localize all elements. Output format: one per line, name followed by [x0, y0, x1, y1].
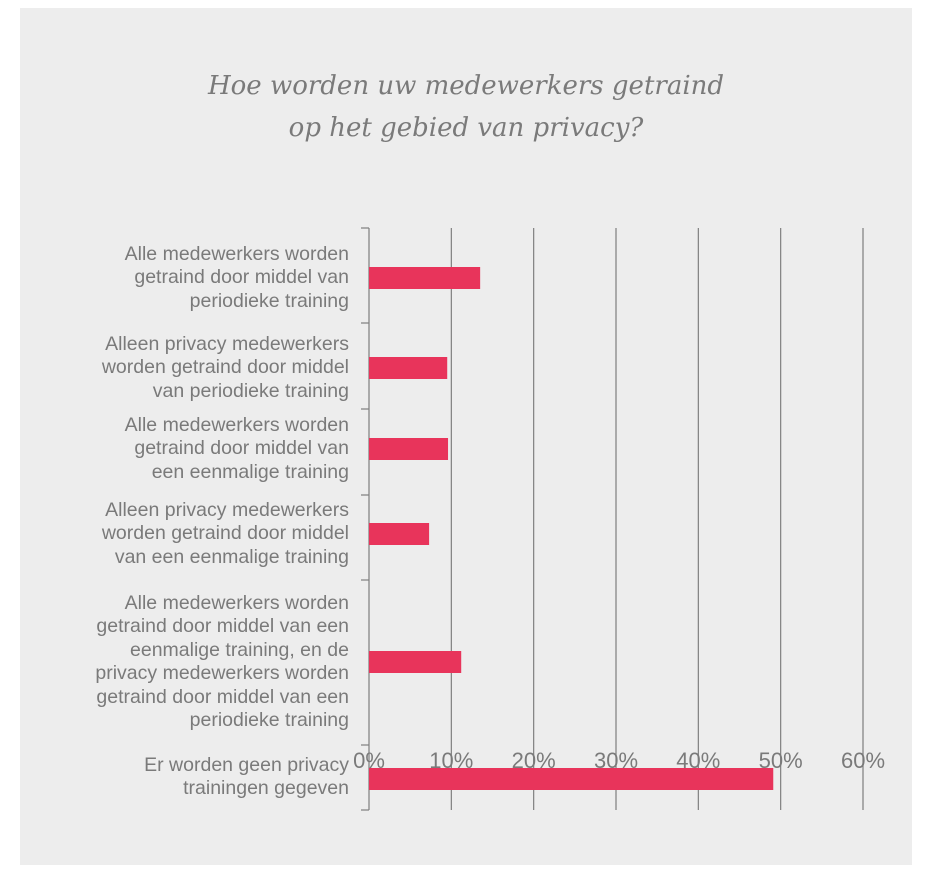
category-label: Alle medewerkers worden getraind door mid… [0, 243, 349, 314]
category-label-line: Alleen privacy medewerkers [105, 332, 349, 355]
bar [369, 267, 481, 289]
x-tick-label: 20% [511, 748, 556, 773]
x-tick-label: 40% [676, 748, 721, 773]
category-label-line: privacy medewerkers worden [95, 662, 349, 684]
category-label-line: Alle medewerkers worden [124, 242, 349, 265]
category-label: Er worden geen privacy trainingen gegeven [0, 754, 349, 801]
category-label-line: Alleen privacy medewerkers [105, 498, 349, 521]
category-label-line: van periodieke training [152, 379, 349, 402]
chart-title-line-1: Hoe worden uw medewerkers getraind [207, 71, 725, 101]
category-label: Alle medewerkers worden getraind door mid… [0, 414, 349, 485]
category-label-line: getraind door middel van [134, 266, 349, 289]
bar [369, 438, 449, 460]
category-label-line: een eenmalige training [151, 460, 349, 483]
category-label-line: Alle medewerkers worden [124, 591, 349, 614]
bar [369, 768, 774, 790]
category-label-line: worden getraind door middel [101, 522, 349, 545]
category-label-line: getraind door middel van [134, 437, 349, 460]
bar [369, 357, 448, 379]
bar [369, 651, 462, 673]
chart-title-line-2: op het gebied van privacy? [288, 113, 644, 143]
category-label-line: van een eenmalige training [114, 545, 349, 568]
category-label-line: eenmalige training, en de [130, 638, 349, 661]
chart-title: Hoe worden uw medewerkers getraind op he… [0, 65, 932, 149]
category-label-line: getraind door middel van een [96, 615, 349, 637]
category-label-line: periodieke training [189, 709, 349, 731]
x-tick-label: 0% [353, 748, 385, 773]
category-label-line: worden getraind door middel [101, 356, 349, 379]
category-label-line: Er worden geen privacy [144, 753, 349, 776]
x-tick-label: 10% [429, 748, 474, 773]
category-label-line: trainingen gegeven [183, 777, 349, 799]
category-label-line: periodieke training [189, 289, 349, 312]
category-label: Alleen privacy medewerkers worden getrain… [0, 333, 349, 404]
bar [369, 523, 430, 545]
category-label-line: Alle medewerkers worden [124, 413, 349, 436]
x-tick-label: 60% [840, 748, 886, 773]
x-tick-label: 30% [593, 748, 639, 773]
category-label: Alle medewerkers worden getraind door mid… [0, 592, 349, 733]
chart-panel [20, 8, 912, 865]
category-label: Alleen privacy medewerkers worden getrain… [0, 499, 349, 570]
category-label-line: getraind door middel van een [96, 685, 349, 708]
x-tick-label: 50% [758, 748, 803, 773]
